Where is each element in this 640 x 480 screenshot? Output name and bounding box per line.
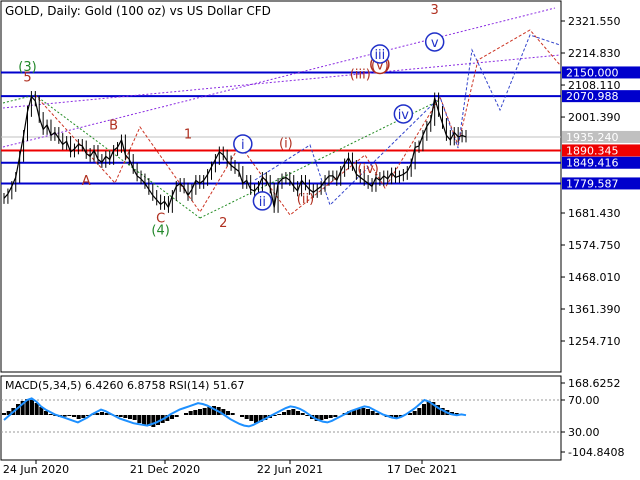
time-tick-label: 22 Jun 2021 <box>257 463 323 476</box>
level-tag-label: 1779.587 <box>566 177 619 190</box>
indicator-tick-label: -104.8408 <box>568 446 624 459</box>
wave-label: 2 <box>219 216 227 231</box>
indicator-tick-label: 70.00 <box>568 394 600 407</box>
indicator-tick-label: 30.00 <box>568 426 600 439</box>
wave-label: (iv) <box>357 162 378 177</box>
indicator-caption: MACD(5,34,5) 6.4260 6.8758 RSI(14) 51.67 <box>5 379 244 392</box>
level-tag-label: 1935.240 <box>566 131 619 144</box>
indicator-tick-label: 168.6252 <box>568 377 621 390</box>
time-tick-label: 17 Dec 2021 <box>387 463 457 476</box>
wave-label: 1 <box>184 127 192 142</box>
price-tick-label: 1254.710 <box>568 335 621 348</box>
price-tick-label: 2214.830 <box>568 47 621 60</box>
level-tag-label: 2150.000 <box>566 66 619 79</box>
wave-label: B <box>109 118 118 133</box>
wave-label: (4) <box>151 223 169 238</box>
wave-label: ii <box>259 195 266 210</box>
price-tick-label: 1361.390 <box>568 303 621 316</box>
time-tick-label: 24 Jun 2020 <box>3 463 69 476</box>
wave-label: A <box>82 174 91 189</box>
level-tag-label: 1849.416 <box>566 157 619 170</box>
wave-label: 3 <box>431 3 439 18</box>
price-tick-label: 2001.390 <box>568 111 621 124</box>
price-tick-label: 2321.550 <box>568 15 621 28</box>
price-tick-label: 1574.750 <box>568 239 621 252</box>
chart-title: GOLD, Daily: Gold (100 oz) vs US Dollar … <box>5 4 271 18</box>
wave-label: iv <box>398 108 410 123</box>
price-tick-label: 1468.010 <box>568 271 621 284</box>
wave-label: 5 <box>23 70 31 85</box>
wave-label: iii <box>374 48 385 63</box>
time-tick-label: 21 Dec 2020 <box>130 463 200 476</box>
wave-label: (i) <box>279 136 293 151</box>
level-tag-label: 1890.345 <box>566 144 619 157</box>
level-tag-label: 2070.988 <box>566 90 619 103</box>
wave-label: i <box>241 138 245 153</box>
wave-label: (iii) <box>350 67 371 82</box>
wave-label: v <box>431 36 439 51</box>
price-tick-label: 1681.430 <box>568 207 621 220</box>
wave-label: (ii) <box>297 192 314 207</box>
